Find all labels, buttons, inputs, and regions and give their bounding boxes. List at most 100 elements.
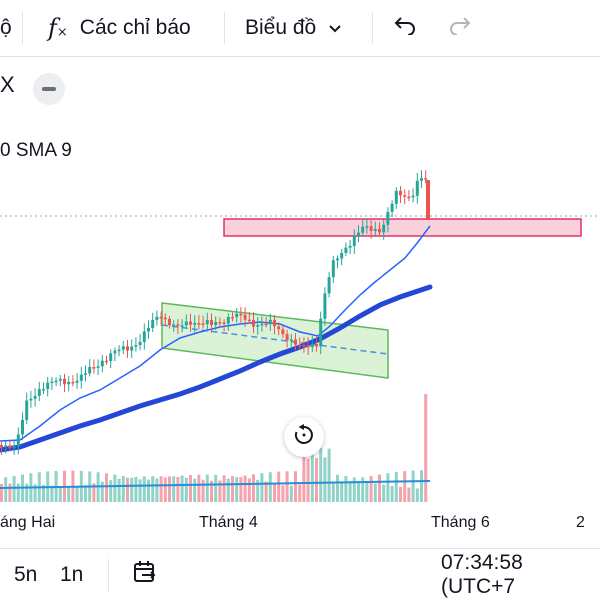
toolbar-left-fragment[interactable]: ộ xyxy=(0,16,12,39)
candle-body xyxy=(373,228,377,231)
volume-bars xyxy=(0,394,428,502)
candle-body xyxy=(184,321,188,326)
redo-icon xyxy=(448,15,472,41)
candle-body xyxy=(281,329,285,335)
volume-bar xyxy=(319,447,323,502)
candle-body xyxy=(285,334,289,341)
volume-bar xyxy=(231,476,234,502)
candle-body xyxy=(315,343,318,347)
candle-body xyxy=(222,322,226,325)
volume-bar xyxy=(126,477,129,502)
volume-bar xyxy=(184,477,188,502)
candle-body xyxy=(29,398,33,401)
volume-bar xyxy=(373,483,377,502)
candle-body xyxy=(210,320,213,326)
candle-body xyxy=(390,203,394,212)
volume-bar xyxy=(252,474,255,502)
volume-bar xyxy=(37,472,41,502)
volume-bar xyxy=(84,485,87,502)
candle-body xyxy=(88,367,92,374)
reset-chart-button[interactable] xyxy=(284,417,324,457)
xaxis-label: áng Hai xyxy=(0,514,56,531)
candle-body xyxy=(235,313,239,318)
toolbar-divider xyxy=(22,12,23,44)
clock-timezone[interactable]: 07:34:58 (UTC+7 xyxy=(441,551,523,598)
volume-bar xyxy=(394,472,398,502)
collapse-button[interactable] xyxy=(33,73,65,105)
volume-bar xyxy=(109,480,113,502)
volume-bar xyxy=(197,474,201,502)
candle-body xyxy=(214,322,218,326)
minus-icon xyxy=(42,87,56,91)
volume-bar xyxy=(33,484,37,502)
sma-legend[interactable]: 0 SMA 9 xyxy=(0,140,72,161)
volume-bar xyxy=(210,480,213,502)
candle-body xyxy=(378,228,381,233)
candle-body xyxy=(239,313,243,316)
volume-bar xyxy=(168,476,171,502)
chevron-down-icon xyxy=(328,16,342,40)
symbol-name[interactable]: X xyxy=(0,72,15,97)
volume-bar xyxy=(277,471,281,502)
volume-bar xyxy=(193,478,197,502)
volume-bar xyxy=(130,477,134,502)
candle-body xyxy=(394,190,398,204)
volume-bar xyxy=(75,487,79,502)
volume-bar xyxy=(289,485,293,502)
candle-body xyxy=(25,400,29,420)
candle-body xyxy=(218,322,222,324)
candle-body xyxy=(336,258,339,261)
goto-date-button[interactable] xyxy=(132,549,158,601)
volume-bar xyxy=(214,474,218,502)
fx-icon: f× xyxy=(48,14,68,42)
volume-bar xyxy=(348,481,352,502)
volume-bar xyxy=(8,483,12,502)
candle-body xyxy=(256,325,260,327)
volume-bar xyxy=(100,481,104,502)
undo-icon xyxy=(393,15,417,41)
volume-bar xyxy=(71,470,75,502)
chart-type-label: Biểu đồ xyxy=(245,16,317,39)
volume-bar xyxy=(336,474,339,502)
volume-bar xyxy=(117,478,121,502)
volume-bar xyxy=(147,479,150,502)
volume-bar xyxy=(365,482,369,502)
candle-body xyxy=(310,343,314,348)
candle-body xyxy=(411,195,415,198)
candle-body xyxy=(189,321,192,325)
candle-body xyxy=(420,178,423,181)
candle-body xyxy=(16,434,20,447)
volume-bar xyxy=(134,476,138,502)
volume-bar xyxy=(281,485,285,502)
candle-body xyxy=(323,293,327,319)
candle-body xyxy=(96,366,100,368)
candle-body xyxy=(369,226,373,231)
volume-bar xyxy=(390,485,394,502)
candle-body xyxy=(37,389,41,396)
candle-body xyxy=(344,247,348,253)
candle-body xyxy=(8,445,12,448)
volume-bar xyxy=(268,472,272,502)
volume-bar xyxy=(403,471,407,502)
volume-bar xyxy=(172,476,176,502)
indicators-button[interactable]: f× Các chỉ báo xyxy=(48,0,191,56)
volume-bar xyxy=(205,474,209,502)
candle-body xyxy=(176,324,180,326)
candle-body xyxy=(58,378,62,381)
interval-1d-button[interactable]: 1n xyxy=(60,563,84,586)
interval-5d-button[interactable]: 5n xyxy=(14,563,38,586)
candle-body xyxy=(365,226,369,228)
candle-body xyxy=(231,317,234,319)
redo-button[interactable] xyxy=(448,0,472,56)
indicators-label: Các chỉ báo xyxy=(79,16,191,39)
toolbar-divider xyxy=(372,12,373,44)
volume-bar xyxy=(155,478,159,502)
candle-body xyxy=(340,252,344,259)
volume-bar xyxy=(25,483,29,502)
undo-button[interactable] xyxy=(393,0,417,56)
volume-average-line xyxy=(0,480,431,489)
volume-bar xyxy=(46,471,50,502)
candle-body xyxy=(243,314,247,320)
candle-body xyxy=(113,350,117,354)
chart-type-button[interactable]: Biểu đồ xyxy=(245,0,342,56)
